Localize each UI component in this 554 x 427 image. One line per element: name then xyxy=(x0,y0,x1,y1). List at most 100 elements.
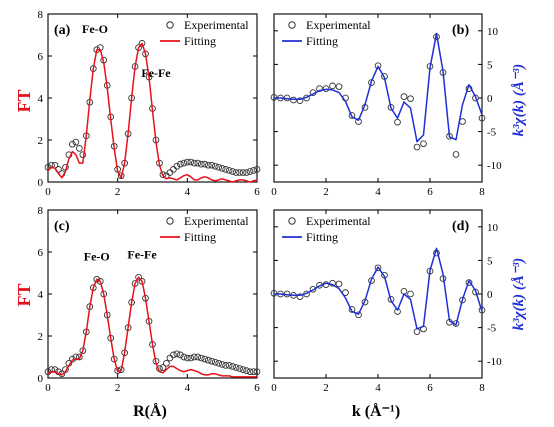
x-tick-label: 2 xyxy=(323,382,329,394)
data-point-experimental xyxy=(170,166,177,173)
data-point-experimental xyxy=(180,353,188,361)
data-point-experimental xyxy=(93,275,101,283)
data-point-experimental xyxy=(117,366,125,373)
data-point-experimental xyxy=(413,143,421,151)
data-point-experimental xyxy=(394,118,401,126)
y-tick-label: 10 xyxy=(487,222,499,234)
panel-a: 0 2 4 6 0 2 4 6 8 (a) Fe-O Fe-Fe Experimental Fitting xyxy=(38,9,261,198)
data-point-experimental xyxy=(246,168,254,175)
data-point-experimental xyxy=(243,169,250,176)
data-point-experimental xyxy=(183,158,191,166)
data-point-experimental xyxy=(187,158,195,166)
data-point-experimental xyxy=(355,311,362,319)
data-point-experimental xyxy=(204,161,212,169)
data-point-experimental xyxy=(177,160,184,168)
data-point-experimental xyxy=(194,159,202,167)
y-tick-label: 4 xyxy=(38,93,44,105)
x-tick-label: 0 xyxy=(45,186,51,198)
data-point-experimental xyxy=(296,293,304,301)
data-point-experimental xyxy=(211,162,219,170)
peak-annotation: Fe-Fe xyxy=(127,247,157,261)
data-point-experimental xyxy=(253,368,261,376)
y-tick-label: 0 xyxy=(487,93,493,105)
data-point-experimental xyxy=(452,151,460,158)
data-point-experimental xyxy=(187,354,195,362)
data-point-experimental xyxy=(472,94,479,102)
data-point-experimental xyxy=(218,361,226,368)
data-point-experimental xyxy=(407,290,414,298)
x-tick-label: 0 xyxy=(271,382,277,394)
data-point-experimental xyxy=(215,359,223,367)
data-point-experimental xyxy=(190,159,198,167)
data-point-experimental xyxy=(246,368,254,376)
peak-annotation: Fe-Fe xyxy=(141,66,171,80)
legend-label-fitting: Fitting xyxy=(306,230,338,244)
data-point-experimental xyxy=(201,355,209,363)
xlabel-d: k (Å⁻¹) xyxy=(352,402,400,420)
data-point-experimental xyxy=(75,145,83,152)
data-point-experimental xyxy=(374,264,382,272)
data-point-experimental xyxy=(170,351,177,359)
panel-label: (a) xyxy=(54,23,71,38)
y-tick-label: -5 xyxy=(487,323,497,335)
data-point-experimental xyxy=(316,85,323,92)
data-point-experimental xyxy=(135,273,142,281)
panel-label: (d) xyxy=(452,219,469,234)
data-point-experimental xyxy=(225,362,233,369)
x-tick-label: 4 xyxy=(185,186,191,198)
x-tick-label: 0 xyxy=(271,186,277,198)
y-tick-label: 10 xyxy=(487,26,499,38)
data-point-experimental xyxy=(239,366,247,373)
xlabel-c: R(Å) xyxy=(133,402,167,420)
data-point-experimental xyxy=(72,138,80,146)
legend-label-fitting: Fitting xyxy=(306,34,338,48)
data-point-experimental xyxy=(197,160,205,168)
data-point-experimental xyxy=(387,104,395,111)
data-point-experimental xyxy=(229,168,236,175)
data-point-experimental xyxy=(183,354,191,362)
data-point-experimental xyxy=(335,280,343,288)
ylabel-c: FT xyxy=(14,283,34,306)
data-point-experimental xyxy=(348,112,356,119)
peak-annotation: Fe-O xyxy=(82,22,108,36)
data-point-experimental xyxy=(472,288,479,296)
y-tick-label: 5 xyxy=(487,255,493,267)
data-point-experimental xyxy=(208,161,216,169)
x-tick-label: 4 xyxy=(185,382,191,394)
fitting-line xyxy=(274,32,483,143)
x-tick-label: 6 xyxy=(254,186,260,198)
data-point-experimental xyxy=(309,285,317,293)
y-tick-label: 0 xyxy=(487,289,493,301)
data-point-experimental xyxy=(253,166,261,173)
data-point-experimental xyxy=(329,82,336,90)
data-point-experimental xyxy=(232,169,240,176)
data-point-experimental xyxy=(197,354,205,362)
data-point-experimental xyxy=(173,350,181,358)
data-point-experimental xyxy=(159,364,167,371)
x-tick-label: 6 xyxy=(427,382,433,394)
data-point-experimental xyxy=(75,353,83,361)
data-point-experimental xyxy=(194,353,202,361)
x-tick-label: 2 xyxy=(115,186,121,198)
data-point-experimental xyxy=(250,167,257,174)
data-point-experimental xyxy=(173,162,181,170)
legend-label-experimental: Experimental xyxy=(184,214,249,228)
panel-label: (c) xyxy=(54,219,70,234)
x-tick-label: 6 xyxy=(254,382,260,394)
fitting-line xyxy=(274,247,483,330)
legend-marker-experimental xyxy=(166,217,174,225)
legend-marker-experimental xyxy=(166,21,174,29)
ylabel-a: FT xyxy=(14,89,34,112)
fitting-line xyxy=(47,42,258,183)
x-tick-label: 8 xyxy=(479,186,485,198)
data-point-experimental xyxy=(211,358,219,366)
data-point-experimental xyxy=(96,278,104,285)
data-point-experimental xyxy=(201,160,209,168)
x-tick-label: 4 xyxy=(375,186,381,198)
data-point-experimental xyxy=(478,114,486,122)
y-tick-label: 2 xyxy=(38,135,44,147)
data-point-experimental xyxy=(348,306,356,313)
data-point-experimental xyxy=(222,362,230,369)
data-point-experimental xyxy=(222,166,230,173)
data-point-experimental xyxy=(387,296,395,303)
